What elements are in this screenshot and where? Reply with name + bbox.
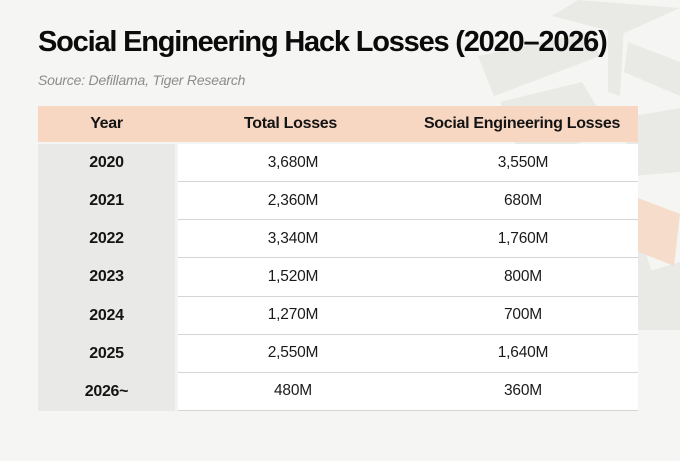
year-label: 2020 [89,154,124,172]
social-engineering-losses-value: 360M [504,382,542,400]
table-row: 480M 360M [178,372,638,411]
total-losses-value: 1,520M [267,267,319,285]
social-engineering-losses-value: 800M [504,267,542,285]
social-engineering-losses-value: 1,760M [497,229,549,247]
table-row: 2,550M 1,640M [178,334,638,373]
table-row: 3,680M 3,550M [178,144,638,183]
table-body: 2020 2021 2022 2023 2024 2025 2026~ 3,68… [38,144,638,411]
total-losses-value: 2,360M [267,191,319,209]
total-losses-value: 480M [274,382,312,400]
year-label: 2026~ [84,382,129,400]
social-engineering-losses-value: 700M [504,306,542,324]
year-label: 2024 [89,306,124,324]
social-engineering-losses-value: 680M [504,191,542,209]
page-title: Social Engineering Hack Losses (2020–202… [38,26,608,58]
column-header-year: Year [90,115,123,132]
total-losses-value: 3,340M [267,229,319,247]
source-caption: Source: Defillama, Tiger Research [38,72,246,88]
total-losses-value: 3,680M [267,153,319,171]
data-columns: 3,680M 3,550M 2,360M 680M 3,340M 1,760M … [178,144,638,411]
year-label: 2022 [89,230,124,248]
total-losses-value: 1,270M [267,306,319,324]
table-row: 2,360M 680M [178,182,638,221]
table-row: 1,520M 800M [178,258,638,297]
column-header-social-engineering-losses: Social Engineering Losses [423,115,621,132]
social-engineering-losses-value: 1,640M [497,344,549,362]
year-label: 2023 [89,268,124,286]
total-losses-value: 2,550M [267,344,319,362]
column-gap-divider [175,144,178,411]
table-header-row: Year Total Losses Social Engineering Los… [38,106,638,142]
table-row: 1,270M 700M [178,296,638,335]
year-column: 2020 2021 2022 2023 2024 2025 2026~ [38,144,175,411]
table-row: 3,340M 1,760M [178,220,638,259]
column-header-total-losses: Total Losses [243,115,338,132]
year-label: 2021 [89,192,124,210]
year-label: 2025 [89,344,124,362]
losses-table: Year Total Losses Social Engineering Los… [38,106,638,411]
social-engineering-losses-value: 3,550M [497,153,549,171]
